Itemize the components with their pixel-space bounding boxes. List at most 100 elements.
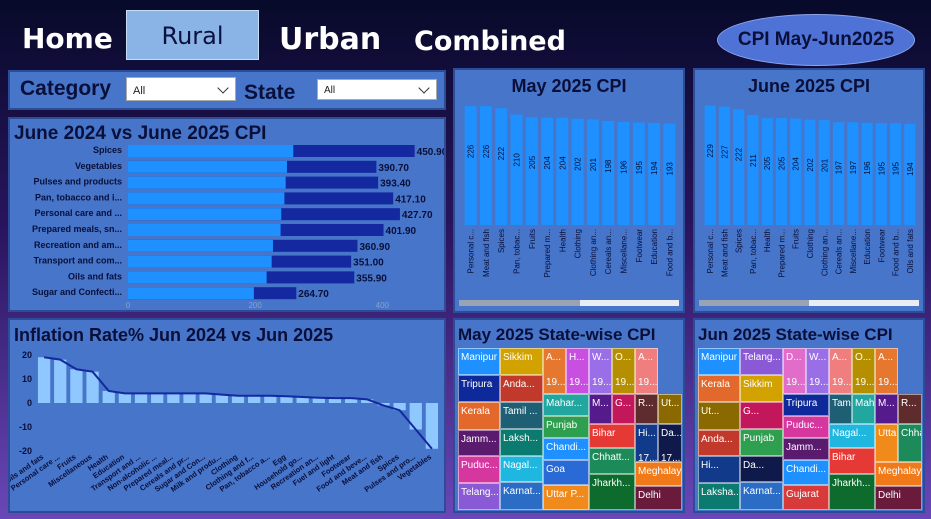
bar-jun-2024[interactable]	[128, 208, 282, 221]
bar[interactable]	[804, 119, 816, 225]
treemap-cell[interactable]: Manipur	[698, 348, 740, 375]
scrollbar-thumb[interactable]	[459, 300, 580, 306]
bar[interactable]	[890, 123, 902, 225]
bar[interactable]	[704, 105, 716, 225]
bar[interactable]	[718, 106, 730, 225]
treemap-cell[interactable]: Mahar...	[852, 394, 875, 424]
bar-jun-2024[interactable]	[128, 224, 281, 236]
bar[interactable]	[818, 120, 830, 225]
bar[interactable]	[264, 395, 277, 403]
bar[interactable]	[602, 120, 615, 225]
treemap-cell[interactable]: Chhatt...	[589, 448, 635, 474]
bar[interactable]	[328, 398, 342, 403]
treemap-cell[interactable]: Ut...18...	[698, 402, 740, 430]
bar[interactable]	[361, 399, 374, 403]
bar-jun-2024[interactable]	[128, 160, 287, 173]
bar[interactable]	[199, 393, 212, 403]
bar[interactable]	[464, 106, 477, 225]
bar[interactable]	[70, 369, 83, 403]
tab-rural[interactable]: Rural	[126, 10, 259, 60]
bar[interactable]	[861, 122, 873, 225]
treemap-cell[interactable]: Da...18...	[740, 456, 783, 482]
treemap-cell[interactable]: Tamil ...	[829, 394, 852, 424]
bar-jun-2024[interactable]	[128, 255, 272, 268]
treemap-cell[interactable]: H... 19...	[566, 348, 589, 394]
treemap-cell[interactable]: Delhi	[875, 486, 922, 510]
treemap-cell[interactable]: Tripura	[458, 375, 500, 402]
bar[interactable]	[479, 106, 492, 225]
bar[interactable]	[733, 109, 745, 225]
treemap-cell[interactable]: Laksha...	[698, 483, 740, 510]
bar-jun-2024[interactable]	[128, 287, 254, 300]
bar[interactable]	[648, 122, 661, 225]
treemap-cell[interactable]: M...18...	[875, 394, 898, 424]
state-dropdown[interactable]: All	[317, 79, 437, 100]
bar[interactable]	[134, 393, 148, 403]
treemap-cell[interactable]: W... 19...	[589, 348, 612, 394]
treemap-cell[interactable]: Da... 17...	[658, 424, 682, 462]
bar[interactable]	[280, 396, 293, 403]
bar[interactable]	[495, 108, 508, 225]
bar[interactable]	[102, 390, 115, 403]
treemap-cell[interactable]: Jharkh...	[829, 474, 875, 510]
jun-cpi-scrollbar[interactable]	[699, 300, 919, 306]
treemap-cell[interactable]: Bihar	[589, 424, 635, 448]
treemap-cell[interactable]: Kerala	[698, 375, 740, 402]
bar[interactable]	[571, 118, 584, 225]
treemap-cell[interactable]: W... 19...	[806, 348, 829, 394]
bar[interactable]	[847, 122, 859, 225]
may-cpi-scrollbar[interactable]	[459, 300, 679, 306]
bar[interactable]	[541, 117, 554, 225]
treemap-cell[interactable]: Puduc...	[783, 416, 829, 438]
treemap-cell[interactable]: Meghalaya	[635, 462, 682, 486]
treemap-cell[interactable]: Mahar...	[543, 394, 589, 416]
treemap-cell[interactable]: Punjab	[543, 416, 589, 438]
bar[interactable]	[409, 403, 422, 430]
treemap-cell[interactable]: Uttar P...	[543, 485, 589, 510]
treemap-cell[interactable]: Telang...	[740, 348, 783, 375]
treemap-cell[interactable]: G...18...	[612, 394, 635, 424]
bar[interactable]	[761, 118, 773, 225]
treemap-cell[interactable]: A... 19...	[829, 348, 852, 394]
treemap-cell[interactable]: Sikkim	[740, 375, 783, 402]
bar[interactable]	[790, 118, 802, 225]
treemap-cell[interactable]: A... 19...	[543, 348, 566, 394]
treemap-cell[interactable]: Anda...	[500, 375, 543, 402]
treemap-cell[interactable]: R...18...	[898, 394, 922, 424]
treemap-cell[interactable]: Nagal...	[829, 424, 875, 448]
treemap-cell[interactable]: Bihar	[829, 448, 875, 474]
treemap-cell[interactable]: Jamm...	[458, 430, 500, 456]
treemap-cell[interactable]: Kerala	[458, 402, 500, 430]
bar[interactable]	[167, 393, 180, 403]
bar[interactable]	[215, 394, 228, 403]
treemap-cell[interactable]: A... 19...	[635, 348, 658, 394]
treemap-cell[interactable]: Jharkh...	[589, 474, 635, 510]
bar-jun-2024[interactable]	[128, 192, 285, 205]
bar[interactable]	[747, 114, 759, 225]
treemap-cell[interactable]: Laksh...	[500, 429, 543, 456]
bar[interactable]	[832, 122, 845, 225]
tab-urban[interactable]: Urban	[279, 22, 382, 57]
tab-combined[interactable]: Combined	[414, 26, 566, 57]
treemap-cell[interactable]: Chandi...	[783, 460, 829, 485]
treemap-cell[interactable]: Ut...18...	[658, 394, 682, 424]
bar[interactable]	[183, 393, 196, 403]
bar[interactable]	[425, 403, 439, 449]
treemap-cell[interactable]: Karnat...	[740, 482, 783, 510]
bar[interactable]	[344, 398, 358, 403]
bar[interactable]	[86, 371, 99, 403]
treemap-cell[interactable]: Chhatt...	[898, 424, 922, 462]
treemap-cell[interactable]: Nagal...	[500, 456, 543, 482]
bar[interactable]	[525, 117, 538, 225]
treemap-cell[interactable]: Tamil ...	[500, 402, 543, 429]
treemap-cell[interactable]: G...18...	[740, 402, 783, 429]
bar[interactable]	[775, 118, 788, 225]
treemap-cell[interactable]: Telang...	[458, 483, 500, 510]
bar[interactable]	[663, 123, 676, 225]
bar[interactable]	[151, 393, 164, 403]
treemap-cell[interactable]: Goa	[543, 460, 589, 485]
bar[interactable]	[875, 123, 887, 225]
treemap-cell[interactable]: Gujarat	[783, 485, 829, 510]
treemap-cell[interactable]: M...18...	[589, 394, 612, 424]
treemap-cell[interactable]: Manipur	[458, 348, 500, 375]
